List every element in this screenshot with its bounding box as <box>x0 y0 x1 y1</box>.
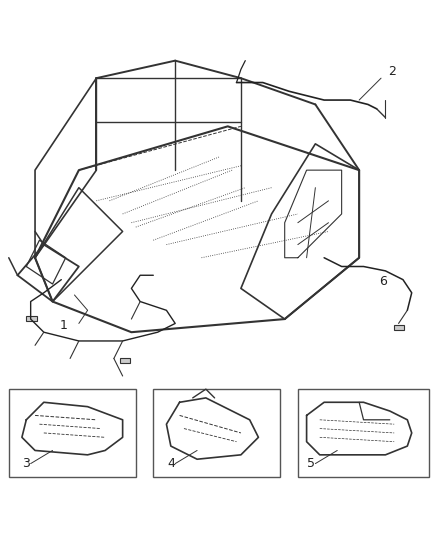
Text: 1: 1 <box>60 319 67 332</box>
Bar <box>298 389 429 477</box>
Bar <box>9 389 136 477</box>
Text: 4: 4 <box>167 457 175 470</box>
FancyBboxPatch shape <box>26 316 37 321</box>
Bar <box>153 389 280 477</box>
FancyBboxPatch shape <box>120 358 130 363</box>
Text: 3: 3 <box>22 457 30 470</box>
Text: 2: 2 <box>388 65 396 78</box>
FancyBboxPatch shape <box>394 325 404 330</box>
Text: 6: 6 <box>379 276 387 288</box>
Text: 5: 5 <box>307 457 315 470</box>
